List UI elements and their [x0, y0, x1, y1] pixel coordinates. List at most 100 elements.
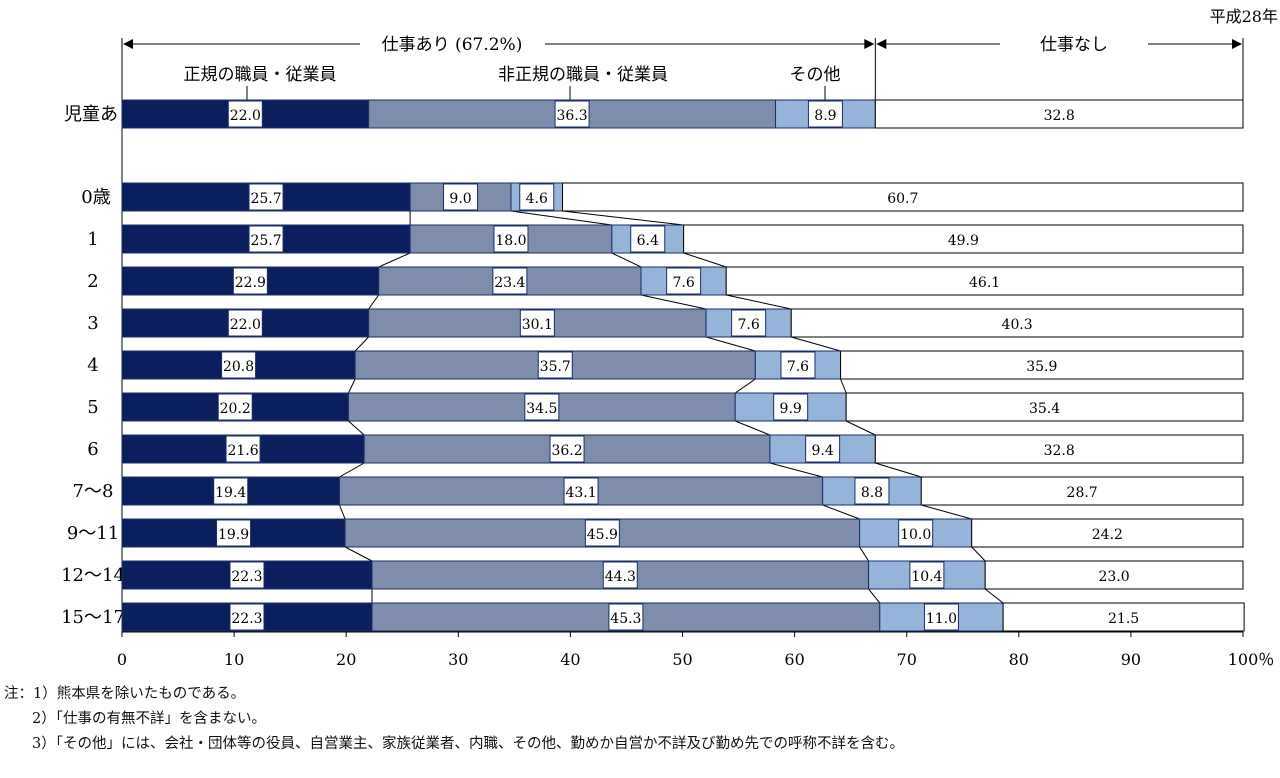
value-label: 21.5 [1108, 611, 1139, 627]
value-label: 20.8 [223, 359, 254, 375]
connector-line [735, 420, 771, 436]
value-label: 35.7 [540, 359, 571, 375]
value-label-box [608, 603, 644, 631]
connector-line [921, 504, 972, 520]
value-label: 6.4 [637, 233, 659, 249]
value-label: 25.7 [250, 233, 281, 249]
connector-line [822, 504, 860, 520]
connector-line [859, 546, 870, 562]
value-label: 7.6 [787, 359, 809, 375]
value-label: 45.9 [587, 527, 618, 543]
employed-label: 仕事あり (67.2%) [382, 35, 523, 55]
series-label: 非正規の職員・従業員 [498, 65, 668, 85]
value-label-box [519, 183, 555, 211]
connector-line [845, 420, 876, 436]
category-label: 児童あり [64, 104, 136, 125]
x-tick-label: 40 [560, 650, 580, 669]
x-tick-label: 20 [336, 650, 356, 669]
connector-line [354, 336, 369, 352]
value-label-box [898, 519, 934, 547]
bar-segment [874, 434, 1244, 464]
value-label: 18.0 [495, 233, 526, 249]
bar-segment [1002, 602, 1245, 632]
value-label: 9.0 [449, 191, 471, 207]
bar-segment [874, 99, 1244, 129]
connector-line [868, 588, 881, 604]
value-label: 28.7 [1067, 485, 1098, 501]
value-label-box [227, 309, 263, 337]
category-label: 9～11 [67, 523, 119, 544]
value-label: 36.3 [556, 108, 587, 124]
value-label: 8.9 [814, 108, 836, 124]
value-label: 22.3 [231, 611, 262, 627]
category-label: 4 [87, 355, 98, 376]
value-label-box [923, 603, 959, 631]
value-label-box [248, 183, 284, 211]
connector-line [562, 210, 684, 226]
bar-segment [683, 224, 1244, 254]
value-label-box [549, 435, 585, 463]
bar-segment [971, 518, 1244, 548]
value-label-box [221, 351, 257, 379]
category-label: 6 [87, 439, 98, 460]
category-label: 7～8 [73, 481, 114, 502]
value-label: 19.9 [218, 527, 249, 543]
value-label: 46.1 [969, 275, 1000, 291]
note-1: 注：1）熊本県を除いたものである。 [4, 686, 246, 702]
x-tick-label: 10 [224, 650, 244, 669]
category-label: 3 [87, 313, 98, 334]
value-label: 10.4 [911, 569, 942, 585]
bar-segment [840, 350, 1244, 380]
value-label: 32.8 [1044, 108, 1075, 124]
value-label-box [909, 561, 945, 589]
bar-segment [845, 392, 1244, 422]
value-label-box [666, 267, 702, 295]
value-label-box [773, 393, 809, 421]
value-label-box [602, 561, 638, 589]
connector-line [339, 462, 365, 478]
value-label-box [519, 309, 555, 337]
connector-line [611, 252, 642, 268]
connector-line [840, 378, 847, 394]
bar-segment [920, 476, 1244, 506]
notes: 注：1）熊本県を除いたものである。 2）「仕事の有無不詳」を含まない。 3）「そ… [4, 682, 904, 757]
value-label: 40.3 [1002, 317, 1033, 333]
x-tick-label: 80 [1009, 650, 1029, 669]
connector-line [875, 462, 922, 478]
category-label: 5 [87, 397, 98, 418]
value-label-box [584, 519, 620, 547]
x-tick-label: 0 [117, 650, 127, 669]
x-tick-label: 70 [897, 650, 917, 669]
value-label: 36.2 [551, 443, 582, 459]
note-3: 3）「その他」には、会社・団体等の役員、自営業主、家族従業者、内職、その他、勤め… [32, 736, 904, 752]
value-label-box [630, 225, 666, 253]
value-label-box [217, 393, 253, 421]
value-label-box [854, 477, 890, 505]
value-label: 11.0 [926, 611, 957, 627]
category-label: 12～14 [61, 565, 125, 586]
value-label: 32.8 [1044, 443, 1075, 459]
connector-line [348, 420, 365, 436]
note-2: 2）「仕事の有無不詳」を含まない。 [32, 711, 266, 727]
value-label: 19.4 [215, 485, 246, 501]
value-label-box [248, 225, 284, 253]
value-label: 22.0 [230, 317, 261, 333]
connector-line [984, 588, 1004, 604]
bar-segment [790, 308, 1244, 338]
value-label: 43.1 [565, 485, 596, 501]
connector-line [726, 294, 792, 310]
value-label-box [225, 435, 261, 463]
connector-line [339, 504, 346, 520]
category-label: 0歳 [81, 187, 110, 208]
value-label-box [554, 100, 590, 128]
category-label: 2 [87, 271, 98, 292]
x-tick-label: 60 [784, 650, 804, 669]
value-label: 9.9 [780, 401, 802, 417]
value-label-box [229, 561, 265, 589]
value-label: 25.7 [250, 191, 281, 207]
value-label: 34.5 [526, 401, 557, 417]
x-tick-label: 90 [1121, 650, 1141, 669]
connector-line [683, 252, 727, 268]
connector-line [769, 462, 823, 478]
